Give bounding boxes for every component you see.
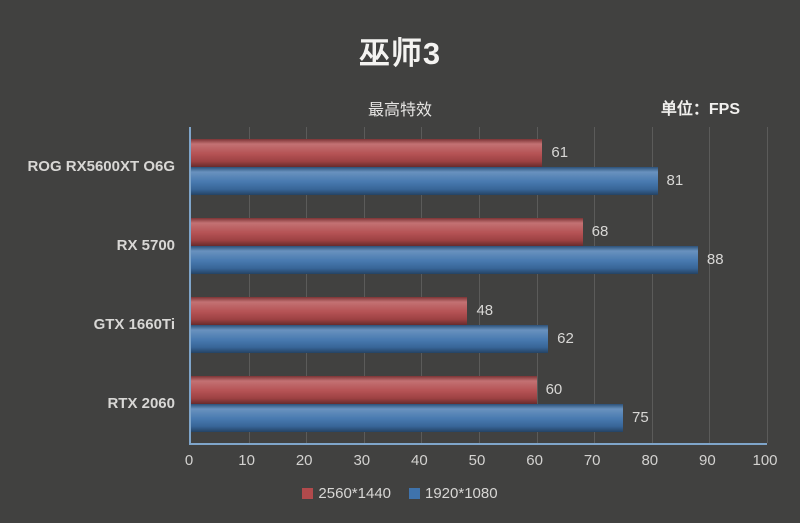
x-tick-label: 50	[468, 452, 486, 469]
x-axis: 0 10 20 30 40 50 60 70 80 90 100	[185, 452, 778, 474]
bar-1920*1080	[191, 403, 623, 432]
x-tick-label: 90	[699, 452, 716, 469]
bar-row: 68	[191, 217, 767, 246]
legend-item: 1920*1080	[409, 485, 498, 502]
bar-value-label: 81	[666, 172, 684, 189]
bar-row: 88	[191, 245, 767, 274]
bar-value-label: 48	[476, 302, 494, 319]
bar-1920*1080	[191, 245, 698, 274]
gridline	[421, 127, 423, 443]
gridline	[479, 127, 480, 443]
x-tick-label: 60	[526, 452, 543, 469]
x-tick-label: 10	[238, 452, 255, 469]
gridline	[709, 127, 711, 443]
bar-value-label: 75	[632, 409, 649, 426]
bar-group: 48 62	[191, 285, 767, 364]
bar-row: 61	[191, 138, 767, 167]
category-label: ROG RX5600XT O6G	[27, 158, 175, 175]
bar-group: 60 75	[191, 364, 767, 443]
category-label: GTX 1660Ti	[93, 316, 175, 333]
bar-row: 60	[191, 375, 767, 404]
gridline	[306, 127, 308, 443]
chart-subtitle: 最高特效	[367, 102, 432, 119]
chart-title: 巫师3	[358, 36, 442, 71]
bar-2560*1440	[191, 296, 468, 325]
category-axis: ROG RX5600XT O6G RX 5700 GTX 1660Ti RTX 206…	[0, 127, 175, 443]
gridline	[536, 127, 538, 443]
category-label: RX 5700	[116, 237, 175, 254]
bar-value-label: 62	[557, 330, 574, 347]
x-tick-label: 70	[583, 452, 601, 469]
gridline	[248, 127, 250, 443]
bar-row: 75	[191, 403, 767, 432]
bar-row: 81	[191, 166, 767, 195]
gridline	[651, 127, 653, 443]
bar-value-label: 68	[591, 223, 609, 240]
bar-group: 61 81	[191, 127, 767, 206]
legend-label: 2560*1440	[318, 485, 391, 502]
plot-area: 61 81 68 88 48 62 60 75	[189, 127, 768, 445]
unit-label: 单位：FPS	[660, 101, 740, 118]
bar-value-label: 60	[545, 381, 563, 398]
bar-1920*1080	[191, 166, 658, 195]
bar-2560*1440	[191, 217, 583, 246]
legend: 2560*1440 1920*1080	[0, 485, 800, 502]
bar-value-label: 88	[706, 251, 724, 268]
x-tick-label: 40	[411, 452, 428, 469]
x-tick-label: 0	[184, 452, 194, 469]
x-tick-label: 20	[295, 452, 313, 469]
legend-label: 1920*1080	[425, 485, 498, 502]
gridline	[363, 127, 365, 443]
bar-row: 62	[191, 324, 767, 353]
gridline	[594, 127, 596, 443]
x-tick-label: 80	[641, 452, 659, 469]
legend-item: 2560*1440	[302, 485, 391, 502]
bar-value-label: 61	[551, 144, 569, 161]
x-tick-label: 100	[752, 452, 778, 469]
bar-2560*1440	[191, 375, 537, 404]
bar-2560*1440	[191, 138, 543, 167]
gridline	[767, 127, 768, 443]
category-label: RTX 2060	[107, 395, 175, 412]
x-tick-label: 30	[353, 452, 371, 469]
legend-swatch	[302, 488, 314, 499]
bar-group: 68 88	[191, 206, 767, 285]
bar-1920*1080	[191, 324, 549, 353]
legend-swatch	[409, 488, 420, 499]
bar-row: 48	[191, 296, 767, 325]
